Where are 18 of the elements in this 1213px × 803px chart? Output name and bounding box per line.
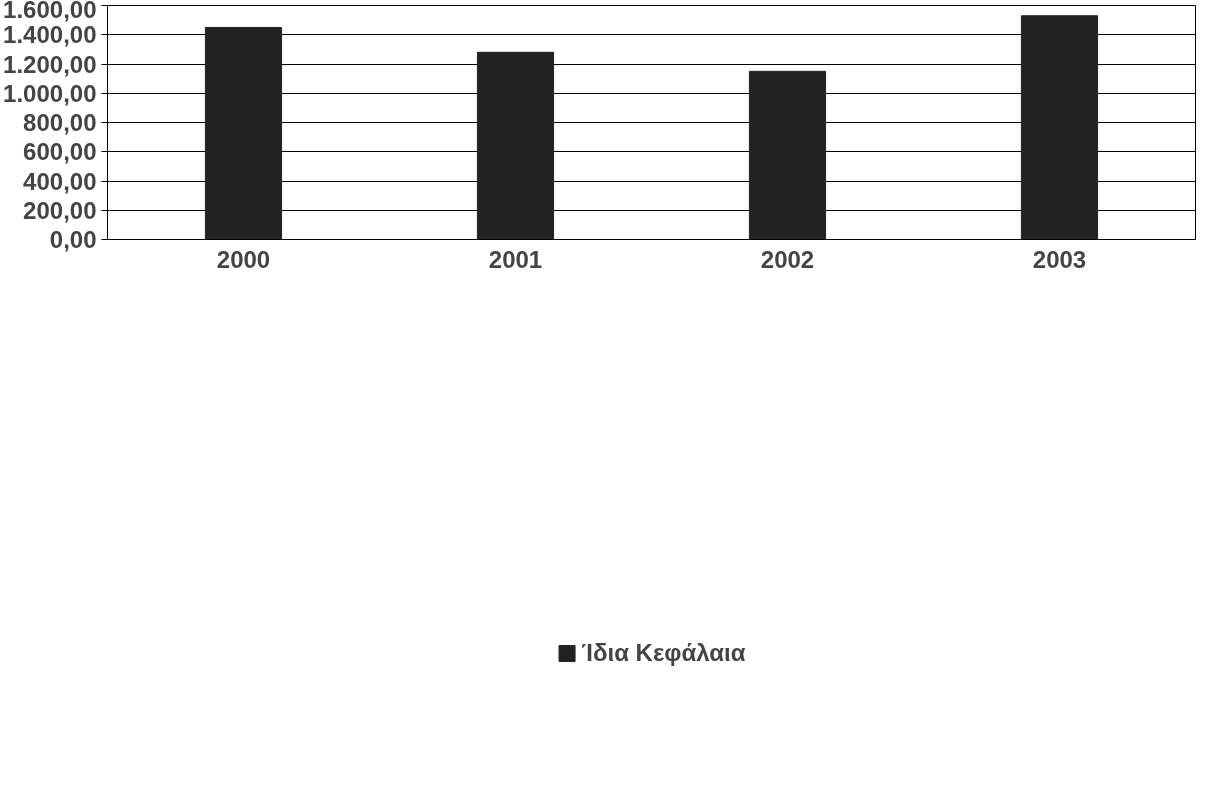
- x-tick-label: 2001: [488, 245, 543, 273]
- y-tick-label: 0,00: [49, 226, 97, 253]
- y-tick-label: 600,00: [23, 138, 97, 166]
- bar: [1020, 15, 1099, 240]
- y-tick-label: 1.200,00: [3, 50, 97, 78]
- y-tick-label: 1.600,00: [3, 0, 97, 23]
- x-tick-label: 2000: [216, 245, 271, 273]
- y-tick-label: 1.000,00: [3, 79, 97, 107]
- y-tick-label: 1.400,00: [3, 21, 97, 49]
- bar: [476, 51, 555, 240]
- legend-label: Ίδια Κεφάλαια: [581, 639, 746, 667]
- y-tick-label: 800,00: [23, 109, 97, 136]
- y-tick-label: 400,00: [23, 167, 97, 195]
- x-tick-label: 2003: [1032, 245, 1087, 273]
- bar: [204, 26, 283, 240]
- y-tick-label: 200,00: [23, 196, 97, 224]
- bar: [748, 70, 827, 240]
- x-tick-label: 2002: [760, 245, 815, 273]
